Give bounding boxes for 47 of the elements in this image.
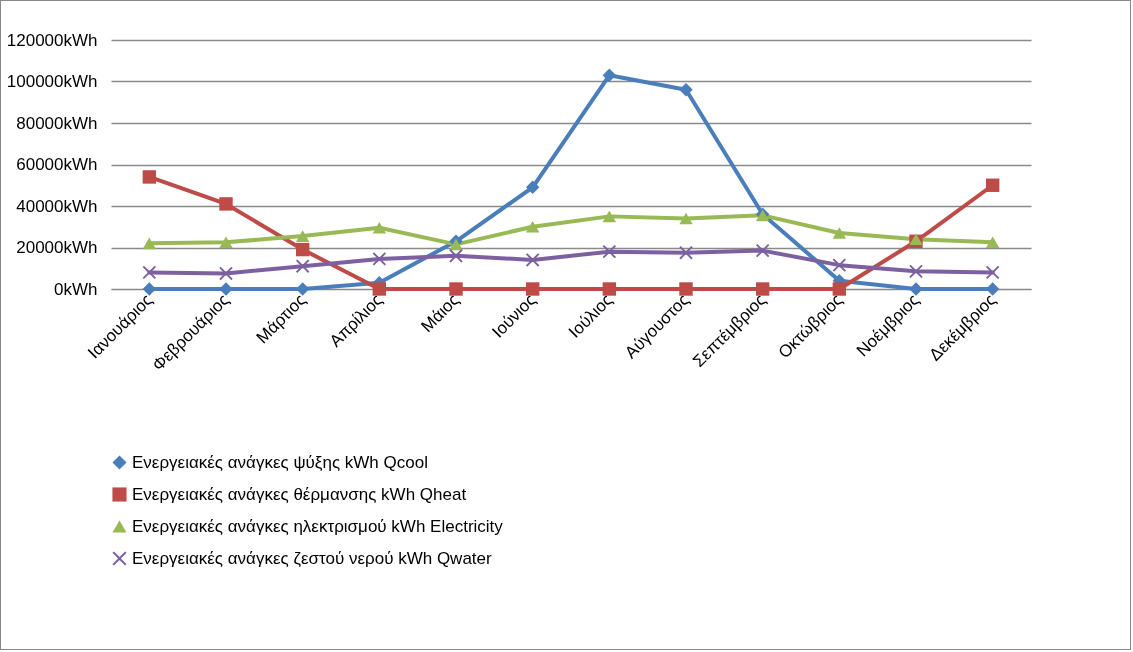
point <box>832 282 847 296</box>
point <box>142 170 157 184</box>
point <box>142 237 157 250</box>
y-tick-label: 0kWh <box>54 279 98 299</box>
point <box>832 227 847 239</box>
point <box>755 243 770 258</box>
point <box>295 230 310 242</box>
point <box>219 236 233 249</box>
y-tick-label: 120000kWh <box>6 30 98 50</box>
point <box>449 282 463 296</box>
point <box>679 83 693 97</box>
point <box>372 282 387 296</box>
point <box>679 282 693 296</box>
point <box>219 282 233 296</box>
point <box>525 180 540 195</box>
y-tick-label: 80000kWh <box>16 113 98 133</box>
point <box>985 265 1000 280</box>
point <box>755 282 770 296</box>
point <box>295 242 310 257</box>
point <box>372 252 387 266</box>
point <box>602 68 617 82</box>
point <box>985 178 1000 192</box>
point <box>679 245 693 260</box>
point <box>909 282 923 296</box>
point <box>985 236 1000 249</box>
legend-label: Ενεργειακές ανάγκες θέρμανσης kWh Qheat <box>132 484 467 504</box>
point <box>602 244 617 259</box>
y-tick-label: 60000kWh <box>16 155 98 174</box>
point <box>679 212 693 225</box>
point <box>832 258 847 272</box>
point <box>219 197 233 211</box>
y-tick-label: 20000kWh <box>16 238 98 257</box>
point <box>449 238 463 251</box>
point <box>525 220 540 233</box>
y-tick-label: 40000kWh <box>16 196 98 216</box>
point <box>142 265 157 280</box>
point <box>602 282 617 296</box>
point <box>525 282 540 296</box>
legend-label: Ενεργειακές ανάγκες ζεστού νερού kWh Qwater <box>132 548 493 568</box>
point <box>602 210 617 223</box>
legend-label: Ενεργειακές ανάγκες ηλεκτρισμού kWh Electricity <box>132 516 504 536</box>
point <box>525 253 540 267</box>
point <box>295 259 310 273</box>
y-tick-label: 100000kWh <box>6 72 98 91</box>
legend-label: Ενεργειακές ανάγκες ψύξης kWh Qcool <box>132 452 428 472</box>
point <box>372 221 387 234</box>
point <box>449 249 463 263</box>
